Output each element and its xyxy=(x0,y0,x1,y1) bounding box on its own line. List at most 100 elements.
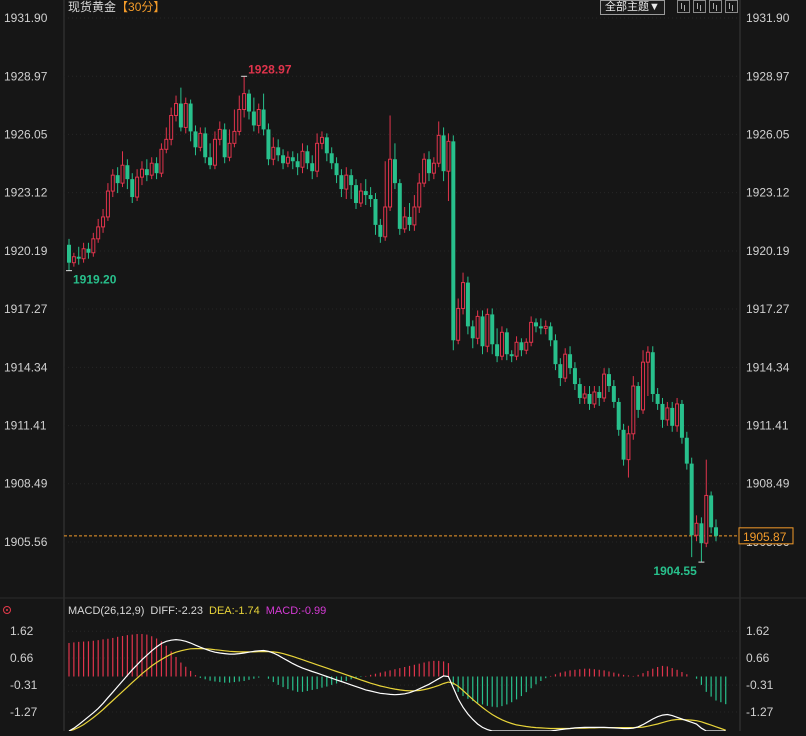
candle-body xyxy=(714,527,718,536)
candle-body xyxy=(319,136,324,144)
dea-line xyxy=(68,647,726,732)
price-tick-left-5: 1917.27 xyxy=(4,302,48,316)
candle-body xyxy=(641,361,646,411)
price-tick-right-0: 1931.90 xyxy=(746,11,790,25)
candle-body xyxy=(572,368,577,385)
tool-icon-4[interactable] xyxy=(725,0,738,13)
candle-body xyxy=(660,403,665,420)
candle-body xyxy=(261,109,266,130)
candle-body xyxy=(679,403,684,438)
candle-body xyxy=(436,134,441,164)
tool-icon-2[interactable] xyxy=(693,0,706,13)
candle-body xyxy=(684,437,689,464)
candle-body xyxy=(558,364,563,379)
candle-body xyxy=(285,156,290,164)
candle-body xyxy=(310,163,315,172)
candle-body xyxy=(188,103,193,132)
candle-body xyxy=(144,169,149,176)
candle-body xyxy=(135,176,140,198)
candle-body xyxy=(402,216,407,230)
candle-body xyxy=(358,190,363,204)
candle-body xyxy=(125,165,130,180)
candle-body xyxy=(670,407,675,426)
tool-icon-1[interactable] xyxy=(677,0,690,13)
candle-body xyxy=(563,353,568,379)
candle-body xyxy=(485,313,490,347)
candle-body xyxy=(568,354,573,369)
candle-body xyxy=(548,326,553,341)
macd-tick-left-3: -1.27 xyxy=(10,705,38,719)
candle-body xyxy=(139,168,144,178)
candle-body xyxy=(689,463,694,536)
candle-body xyxy=(373,199,378,225)
macd-tick-right-1: 0.66 xyxy=(746,651,770,665)
candle-body xyxy=(534,322,539,327)
candle-body xyxy=(675,403,680,427)
candle-body xyxy=(290,157,295,162)
price-tick-left-1: 1928.97 xyxy=(4,69,48,83)
macd-tick-right-2: -0.31 xyxy=(746,678,774,692)
candle-body xyxy=(514,341,519,357)
candle-body xyxy=(504,332,509,355)
candle-body xyxy=(212,138,217,166)
candle-body xyxy=(577,384,582,398)
current-price-box xyxy=(738,527,794,545)
candle-body xyxy=(208,157,213,166)
candle-body xyxy=(699,523,704,544)
candle-body xyxy=(86,248,91,253)
candle-body xyxy=(237,109,242,132)
macd-legend-macd: MACD:-0.99 xyxy=(265,605,327,617)
candle-body xyxy=(76,256,81,259)
candle-body xyxy=(655,393,660,404)
candle-body xyxy=(71,256,76,264)
candle-body xyxy=(461,282,466,309)
candle-body xyxy=(456,307,461,341)
candle-body xyxy=(315,142,320,172)
candle-body xyxy=(397,183,402,229)
candle-body xyxy=(300,150,305,168)
candle-body xyxy=(524,341,529,351)
tool-icon-3[interactable] xyxy=(709,0,722,13)
macd-tick-left-1: 0.66 xyxy=(10,651,34,665)
candle-body xyxy=(281,155,286,164)
low-left-annotation: 1919.20 xyxy=(73,273,117,287)
diff-line xyxy=(68,638,726,732)
candle-body xyxy=(388,158,393,208)
candle-body xyxy=(709,495,714,528)
candle-body xyxy=(251,111,256,126)
candle-body xyxy=(431,162,436,174)
indicator-toggle-icon[interactable] xyxy=(3,606,11,614)
candle-body xyxy=(553,340,558,365)
candle-body xyxy=(480,316,485,347)
candle-body xyxy=(650,352,655,394)
candle-body xyxy=(183,103,188,128)
price-tick-right-1: 1928.97 xyxy=(746,69,790,83)
candle-body xyxy=(217,128,222,140)
price-tick-right-3: 1923.12 xyxy=(746,186,790,200)
macd-legend-title: MACD(26,12,9) xyxy=(68,605,145,617)
candle-body xyxy=(597,392,602,398)
candle-body xyxy=(538,326,543,329)
candle-body xyxy=(222,129,227,158)
candle-body xyxy=(246,93,251,112)
macd-tick-left-2: -0.31 xyxy=(10,678,38,692)
price-tick-right-2: 1926.05 xyxy=(746,127,790,141)
low-right-annotation: 1904.55 xyxy=(653,564,697,578)
candle-body xyxy=(451,141,456,341)
high-annotation: 1928.97 xyxy=(248,62,292,76)
theme-dropdown-button[interactable]: 全部主题▼ xyxy=(600,0,665,15)
price-tick-right-8: 1908.49 xyxy=(746,477,790,491)
candle-body xyxy=(164,138,169,150)
candle-body xyxy=(154,163,159,174)
period-label[interactable]: 【30分】 xyxy=(116,0,166,14)
candle-body xyxy=(543,325,548,329)
candle-body xyxy=(271,146,276,160)
candle-body xyxy=(344,174,349,190)
candle-body xyxy=(636,386,641,410)
candle-body xyxy=(169,114,174,140)
candle-body xyxy=(120,164,125,184)
candle-body xyxy=(631,385,636,435)
candle-body xyxy=(446,140,451,172)
candle-body xyxy=(305,151,310,164)
